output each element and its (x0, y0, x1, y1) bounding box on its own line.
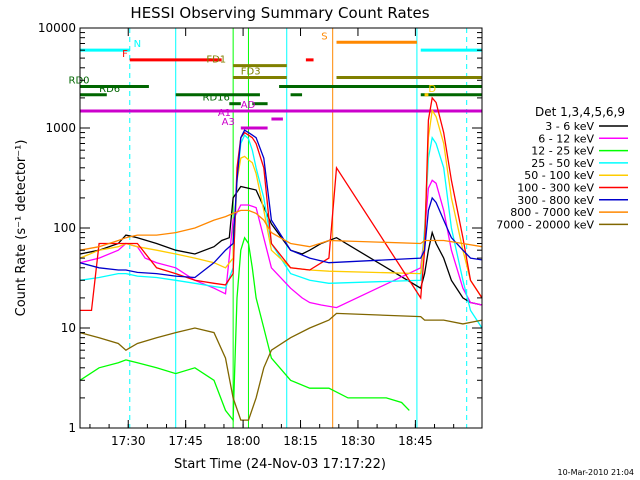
bar-label-rd16: RD16 (203, 93, 230, 104)
legend-label-50-100-kev: 50 - 100 keV (524, 169, 594, 182)
legend-label-3-6-kev: 3 - 6 keV (545, 120, 594, 133)
bar-label-a3: A3 (222, 117, 235, 128)
legend-label-12-25-kev: 12 - 25 keV (531, 145, 594, 158)
bar-label-s: S (321, 31, 327, 42)
x-tick-label: 18:15 (283, 434, 318, 448)
legend-label-100-300-kev: 100 - 300 keV (517, 182, 594, 195)
y-axis-ticks: 1 10 100 1000 10000 (38, 21, 482, 435)
y-tick-label: 1000 (45, 121, 76, 135)
x-tick-label: 17:45 (168, 434, 203, 448)
bar-label-d: D (428, 84, 436, 95)
series-300-800-kev (79, 129, 483, 279)
series-50-100-kev (79, 108, 483, 299)
x-axis-ticks: 17:30 17:45 18:00 18:15 18:30 18:45 (89, 28, 455, 448)
bar-label-n: N (134, 39, 141, 50)
series-3-6-kev (79, 185, 483, 306)
bar-label-fd1: FD1 (206, 55, 226, 66)
series-800-7000-kev (79, 209, 483, 251)
x-tick-label: 18:00 (226, 434, 261, 448)
bar-label-fd3: FD3 (241, 66, 261, 77)
y-tick-label: 100 (53, 221, 76, 235)
x-tick-label: 18:30 (341, 434, 376, 448)
y-axis-label: Count Rate (s⁻¹ detector⁻¹) (14, 140, 29, 317)
x-tick-label: 18:45 (398, 434, 433, 448)
y-tick-label: 10000 (38, 21, 76, 35)
legend-label-800-7000-kev: 800 - 7000 keV (510, 206, 594, 219)
bar-label-ad: AD (241, 100, 256, 111)
footer-date: 10-Mar-2010 21:04 (558, 468, 635, 477)
series-12-25-kev (79, 236, 410, 422)
data-series (79, 96, 483, 422)
legend-label-7000-20000-kev: 7000 - 20000 keV (496, 218, 594, 231)
series-25-50-kev (79, 133, 483, 329)
bar-label-f: F (122, 49, 128, 60)
chart-title: HESSI Observing Summary Count Rates (130, 4, 429, 22)
bar-label-a1: A1 (218, 108, 231, 119)
series-100-300-kev (80, 96, 483, 312)
legend-title: Det 1,3,4,5,6,9 (535, 105, 625, 119)
x-axis-label: Start Time (24-Nov-03 17:17:22) (174, 457, 386, 472)
legend-label-25-50-kev: 25 - 50 keV (531, 157, 594, 170)
bar-label-rd0: RD0 (69, 76, 90, 87)
series-6-12-kev (79, 179, 483, 309)
bar-label-rd6: RD6 (99, 84, 120, 95)
series-7000-20000-kev (79, 312, 483, 421)
legend-label-300-800-kev: 300 - 800 keV (517, 194, 594, 207)
x-tick-label: 17:30 (111, 434, 146, 448)
legend-label-6-12-kev: 6 - 12 keV (538, 132, 594, 145)
y-tick-label: 10 (61, 321, 76, 335)
y-tick-label: 1 (68, 421, 76, 435)
